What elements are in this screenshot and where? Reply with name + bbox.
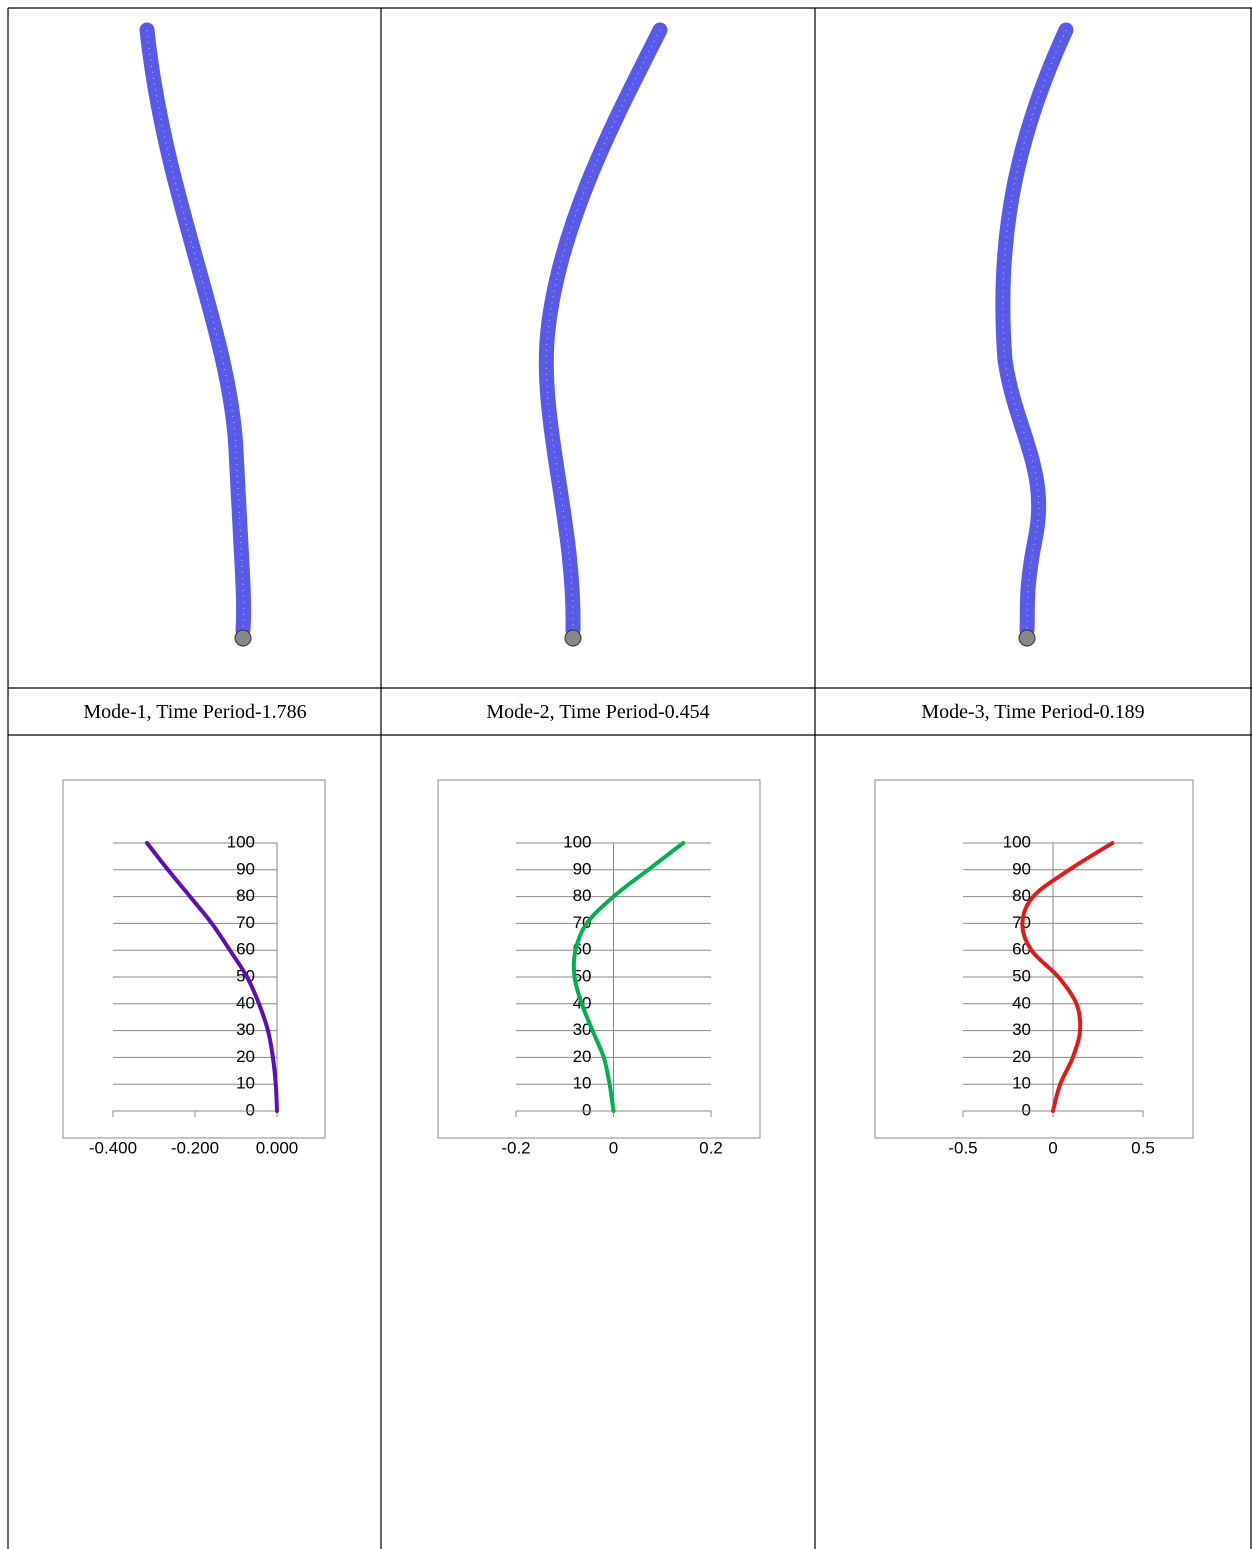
y-tick-label: 40 bbox=[236, 993, 255, 1012]
y-tick-label: 90 bbox=[236, 859, 255, 878]
y-tick-label: 10 bbox=[236, 1074, 255, 1093]
y-tick-label: 0 bbox=[1022, 1100, 1031, 1119]
y-tick-label: 10 bbox=[1012, 1074, 1031, 1093]
y-tick-label: 100 bbox=[1003, 832, 1031, 851]
y-tick-label: 20 bbox=[1012, 1047, 1031, 1066]
page: Mode-1, Time Period-1.786 Mode-2, Time P… bbox=[0, 0, 1252, 1549]
x-tick-label: 0.5 bbox=[1131, 1138, 1155, 1157]
x-tick-label: 0 bbox=[1048, 1138, 1057, 1157]
y-tick-label: 0 bbox=[582, 1100, 591, 1119]
x-tick-label: 0 bbox=[609, 1138, 618, 1157]
y-tick-label: 80 bbox=[573, 886, 592, 905]
x-tick-label: -0.200 bbox=[171, 1138, 219, 1157]
x-tick-label: -0.5 bbox=[948, 1138, 977, 1157]
y-tick-label: 80 bbox=[236, 886, 255, 905]
y-tick-label: 90 bbox=[573, 859, 592, 878]
x-tick-label: 0.000 bbox=[256, 1138, 299, 1157]
y-tick-label: 100 bbox=[563, 832, 591, 851]
y-tick-label: 30 bbox=[236, 1020, 255, 1039]
y-tick-label: 60 bbox=[236, 940, 255, 959]
mode-shape-images bbox=[147, 30, 1066, 646]
y-tick-label: 100 bbox=[227, 832, 255, 851]
y-tick-label: 30 bbox=[1012, 1020, 1031, 1039]
y-tick-label: 20 bbox=[236, 1047, 255, 1066]
caption: Mode-3, Time Period-0.189 bbox=[921, 701, 1144, 723]
y-tick-label: 90 bbox=[1012, 859, 1031, 878]
y-tick-label: 0 bbox=[246, 1100, 255, 1119]
x-tick-label: 0.2 bbox=[699, 1138, 723, 1157]
caption: Mode-2, Time Period-0.454 bbox=[486, 701, 709, 723]
y-tick-label: 70 bbox=[236, 913, 255, 932]
y-tick-label: 40 bbox=[1012, 993, 1031, 1012]
y-tick-label: 50 bbox=[1012, 966, 1031, 985]
y-tick-label: 20 bbox=[573, 1047, 592, 1066]
x-tick-label: -0.2 bbox=[501, 1138, 530, 1157]
caption: Mode-1, Time Period-1.786 bbox=[83, 701, 306, 723]
x-tick-label: -0.400 bbox=[89, 1138, 137, 1157]
document: Mode-1, Time Period-1.786 Mode-2, Time P… bbox=[0, 0, 1252, 1549]
y-tick-label: 10 bbox=[573, 1074, 592, 1093]
